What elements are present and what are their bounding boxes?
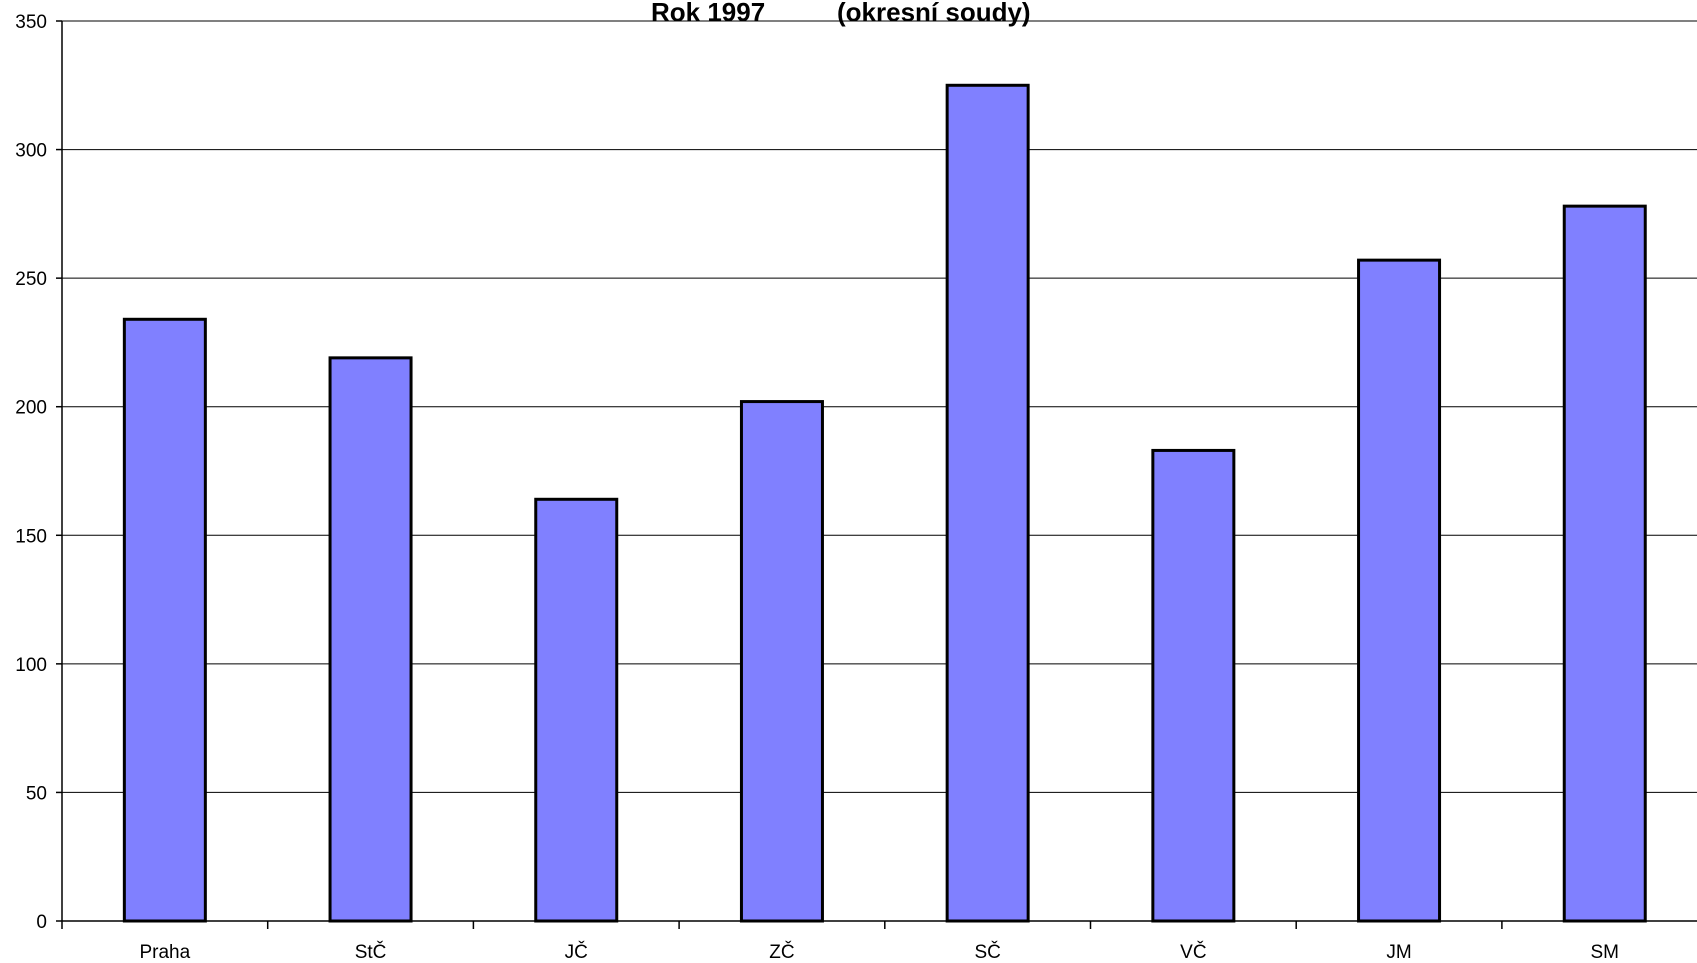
- bar-3: [739, 400, 824, 923]
- x-tick-label: SM: [1591, 942, 1620, 963]
- x-tick-label: ZČ: [769, 941, 794, 963]
- y-tick-label: 100: [15, 655, 47, 676]
- y-tick-label: 0: [36, 912, 47, 933]
- axes: [61, 21, 1697, 922]
- y-tick-label: 300: [15, 141, 47, 162]
- bars: [122, 83, 1647, 923]
- x-tick-label: SČ: [974, 941, 1000, 963]
- x-tick-label: JČ: [565, 941, 588, 963]
- y-tick-label: 200: [15, 398, 47, 419]
- y-tick-label: 250: [15, 269, 47, 290]
- bar-4: [945, 83, 1030, 923]
- bar-0: [122, 317, 207, 923]
- bar-2: [534, 497, 619, 923]
- x-tick-label: VČ: [1180, 941, 1206, 963]
- x-tick-label: JM: [1386, 942, 1411, 963]
- y-tick-labels: 0 50 100 150 200 250 300 350: [15, 12, 62, 933]
- title-year: Rok 1997: [651, 0, 765, 27]
- bar-7: [1562, 204, 1647, 923]
- y-tick-label: 150: [15, 526, 47, 547]
- x-tick-labels: Praha StČ JČ ZČ SČ VČ JM SM: [61, 921, 1620, 963]
- x-tick-label: Praha: [139, 942, 190, 963]
- bar-6: [1357, 258, 1442, 923]
- y-tick-label: 50: [26, 783, 47, 804]
- gridlines: [62, 20, 1697, 793]
- title-courts: (okresní soudy): [837, 0, 1031, 27]
- bar-1: [328, 356, 413, 923]
- x-tick-label: StČ: [355, 941, 387, 963]
- chart-title: Rok 1997 (okresní soudy): [651, 0, 1031, 27]
- y-tick-label: 350: [15, 12, 47, 33]
- bar-5: [1151, 448, 1236, 923]
